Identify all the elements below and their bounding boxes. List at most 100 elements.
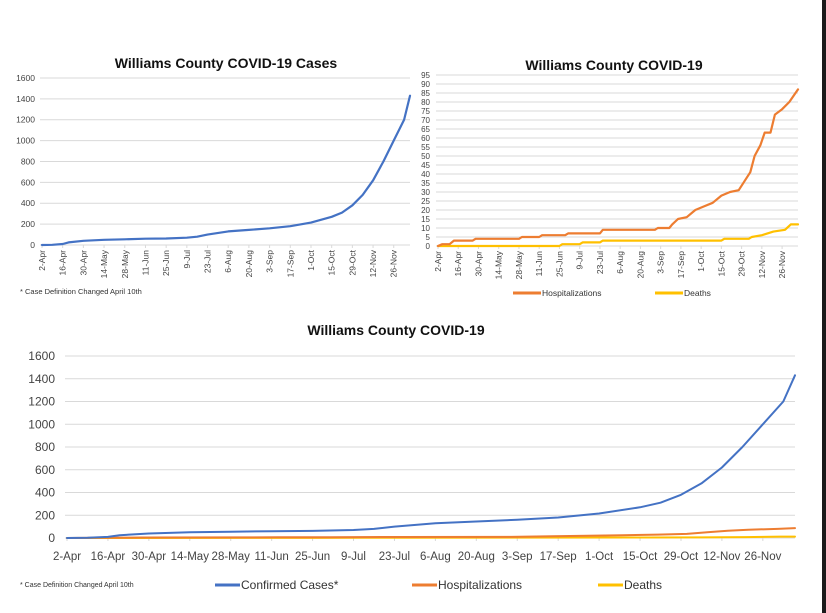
- series-line-hospitalizations: [66, 527, 796, 539]
- series-lines: [436, 88, 800, 248]
- y-tick-label: 5: [426, 233, 431, 242]
- y-tick-label: 40: [421, 170, 430, 179]
- y-tick-label: 1000: [28, 417, 55, 431]
- y-tick-label: 65: [421, 125, 430, 134]
- y-tick-label: 95: [421, 71, 430, 80]
- x-tick-label: 11-Jun: [140, 250, 150, 276]
- y-tick-label: 45: [421, 161, 430, 170]
- x-tick-label: 30-Apr: [78, 250, 88, 276]
- y-axis-ticks: 0 200 400 600 800 1000 1200 1400 1600: [28, 349, 55, 545]
- y-tick-label: 200: [35, 508, 55, 522]
- x-tick-label: 12-Nov: [757, 250, 767, 278]
- y-tick-label: 55: [421, 143, 430, 152]
- x-tick-label: 20-Aug: [458, 551, 495, 563]
- y-tick-label: 0: [426, 242, 431, 251]
- x-axis-ticks: 2-Apr 16-Apr 30-Apr 14-May 28-May 11-Jun 25-Ju…: [53, 538, 782, 563]
- x-tick-label: 26-Nov: [777, 250, 787, 278]
- x-tick-label: 20-Aug: [635, 251, 645, 279]
- y-tick-label: 70: [421, 116, 430, 125]
- y-tick-label: 600: [21, 177, 35, 187]
- y-tick-label: 80: [421, 98, 430, 107]
- y-tick-label: 30: [421, 188, 430, 197]
- y-tick-label: 400: [21, 198, 35, 208]
- y-tick-label: 60: [421, 134, 430, 143]
- x-tick-label: 2-Apr: [37, 250, 47, 271]
- y-tick-label: 1000: [16, 136, 35, 146]
- y-tick-label: 1200: [16, 115, 35, 125]
- y-tick-label: 20: [421, 206, 430, 215]
- x-tick-label: 6-Aug: [223, 250, 233, 273]
- x-tick-label: 17-Sep: [540, 551, 577, 563]
- x-axis-ticks: 2-Apr 16-Apr 30-Apr 14-May 28-May 11-Jun 25-Ju…: [37, 245, 399, 278]
- x-tick-label: 16-Apr: [58, 250, 68, 276]
- chart-title: Williams County COVID-19: [307, 322, 484, 338]
- x-tick-label: 9-Jul: [182, 250, 192, 269]
- x-tick-label: 28-May: [120, 249, 130, 278]
- y-tick-label: 600: [35, 463, 55, 477]
- y-tick-label: 25: [421, 197, 430, 206]
- y-tick-label: 1200: [28, 395, 55, 409]
- y-tick-label: 800: [21, 156, 35, 166]
- y-tick-label: 800: [35, 440, 55, 454]
- y-tick-label: 90: [421, 80, 430, 89]
- x-tick-label: 15-Oct: [327, 249, 337, 275]
- x-tick-label: 2-Apr: [53, 551, 81, 563]
- x-tick-label: 3-Sep: [656, 251, 666, 274]
- y-tick-label: 35: [421, 179, 430, 188]
- x-tick-label: 15-Oct: [716, 250, 726, 276]
- y-tick-label: 400: [35, 486, 55, 500]
- cases-chart: Williams County COVID-19 Cases 0 200 400 60…: [16, 55, 412, 296]
- legend-label: Deaths: [624, 578, 662, 592]
- x-tick-label: 23-Jul: [595, 251, 605, 274]
- x-tick-label: 6-Aug: [420, 551, 451, 563]
- x-tick-label: 29-Oct: [737, 250, 747, 276]
- legend: Hospitalizations Deaths: [513, 288, 711, 298]
- y-axis-ticks: 0 200 400 600 800 1000 1200 1400 1600: [16, 73, 35, 250]
- y-tick-label: 1400: [28, 372, 55, 386]
- x-tick-label: 12-Nov: [368, 249, 378, 277]
- series-line-confirmed-cases: [40, 94, 412, 247]
- x-tick-label: 11-Jun: [255, 551, 289, 563]
- x-tick-label: 28-May: [212, 551, 251, 563]
- x-tick-label: 14-May: [171, 551, 210, 563]
- case-definition-footnote: * Case Definition Changed April 10th: [20, 582, 134, 589]
- combined-chart: Williams County COVID-19 0 200 400 600 800 10…: [20, 322, 796, 592]
- chart-title: Williams County COVID-19 Cases: [115, 55, 338, 71]
- legend-label: Deaths: [684, 288, 711, 298]
- chart-title: Williams County COVID-19: [525, 57, 702, 73]
- x-tick-label: 29-Oct: [347, 249, 357, 275]
- case-definition-footnote: * Case Definition Changed April 10th: [20, 287, 142, 296]
- x-tick-label: 29-Oct: [664, 551, 699, 563]
- x-tick-label: 1-Oct: [696, 250, 706, 271]
- series-line-hospitalizations: [436, 88, 800, 248]
- x-tick-label: 1-Oct: [585, 551, 614, 563]
- x-tick-label: 23-Jul: [379, 551, 410, 563]
- y-tick-label: 1600: [28, 349, 55, 363]
- x-tick-label: 1-Oct: [306, 249, 316, 270]
- y-tick-label: 50: [421, 152, 430, 161]
- y-tick-label: 200: [21, 219, 35, 229]
- gridlines: [40, 77, 410, 246]
- x-tick-label: 12-Nov: [703, 551, 740, 563]
- y-tick-label: 15: [421, 215, 430, 224]
- legend-label: Hospitalizations: [438, 578, 522, 592]
- x-tick-label: 30-Apr: [473, 251, 483, 277]
- x-tick-label: 9-Jul: [341, 551, 366, 563]
- legend-label: Confirmed Cases*: [241, 578, 339, 592]
- x-tick-label: 26-Nov: [744, 551, 781, 563]
- series-lines: [66, 374, 796, 539]
- y-tick-label: 0: [30, 240, 35, 250]
- series-lines: [40, 94, 412, 247]
- series-line-deaths: [436, 223, 800, 248]
- y-tick-label: 0: [48, 531, 55, 545]
- hospitalizations-deaths-chart: Williams County COVID-19 051015202530354…: [421, 57, 800, 298]
- x-tick-label: 11-Jun: [534, 251, 544, 277]
- x-tick-label: 3-Sep: [502, 551, 533, 563]
- legend-label: Hospitalizations: [542, 288, 602, 298]
- x-tick-label: 16-Apr: [91, 551, 126, 563]
- x-tick-label: 25-Jun: [554, 251, 564, 277]
- legend: Confirmed Cases* Hospitalizations Deaths: [215, 578, 662, 592]
- x-tick-label: 23-Jul: [203, 250, 213, 273]
